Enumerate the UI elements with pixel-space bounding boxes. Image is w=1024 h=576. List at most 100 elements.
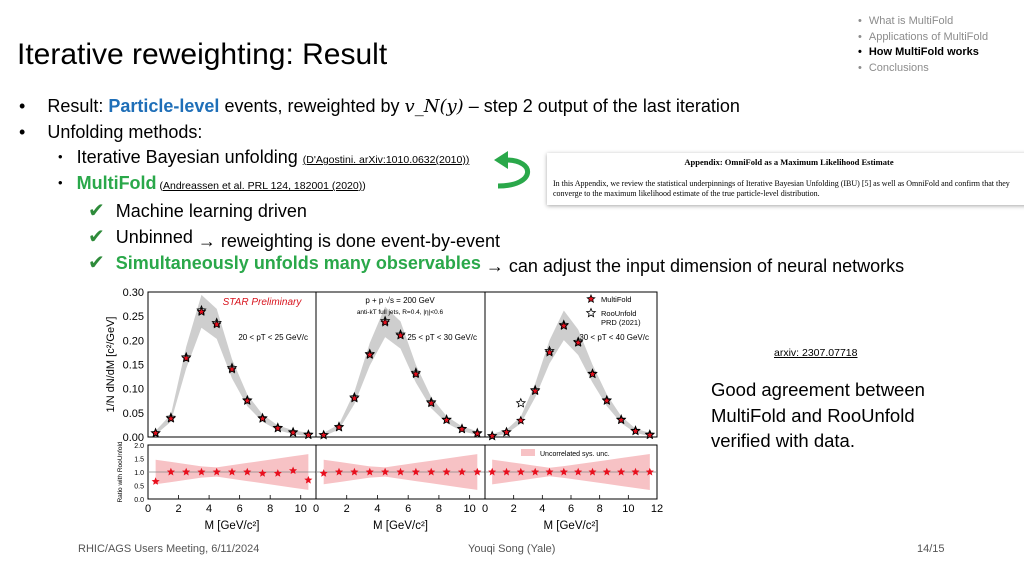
legend-band-swatch [521,449,535,456]
ratio-marker [631,467,640,476]
appendix-excerpt: Appendix: OmniFold as a Maximum Likeliho… [547,153,1024,205]
legend-label: MultiFold [601,295,631,304]
agreement-line: Good agreement between [711,379,925,400]
toc-item[interactable]: What is MultiFold [858,14,988,30]
bullet-dot: • [58,175,63,190]
mass-distribution-chart: 0.00 0.05 0.10 0.15 0.20 0.25 0.30 0.0 0.5 1.0 1.5… [105,287,663,532]
toc-item[interactable]: Conclusions [858,61,988,77]
pt-range-label: 20 < pT < 25 GeV/c [238,333,308,342]
x-tick-label: 2 [344,503,350,515]
appendix-heading: Appendix: OmniFold as a Maximum Likeliho… [684,157,894,167]
simultaneous-label: Simultaneously unfolds many observables [115,253,481,273]
result-suffix: – step 2 output of the last iteration [463,96,740,116]
roounfold-marker [515,397,527,408]
footer-left: RHIC/AGS Users Meeting, 6/11/2024 [78,543,260,555]
footer-page-number: 14/15 [917,543,945,555]
check-icon: ✔ [88,252,105,274]
uncertainty-band [492,310,650,437]
ratio-marker [545,467,554,476]
multifold-marker [349,393,360,403]
ratio-marker [319,469,328,477]
y-tick-label: 0.25 [123,311,144,323]
multifold-reference-link[interactable]: Andreassen et al. PRL 124, 182001 (2020) [162,180,363,192]
ratio-marker [151,477,160,485]
ratio-marker [258,469,267,477]
ratio-marker [166,467,176,476]
legend-label: PRD (2021) [601,318,641,327]
math-vn-y: v_N(y) [404,96,464,117]
x-axis-label: M [GeV/c²] [373,520,428,532]
bullet-multifold: • MultiFold (Andreassen et al. PRL 124, … [58,173,366,194]
multifold-marker [441,415,452,425]
x-tick-label: 4 [374,503,380,515]
ratio-marker [243,467,252,476]
multifold-marker [211,319,222,329]
bullet-dot: • [19,96,26,116]
ibu-label: Iterative Bayesian unfolding [76,147,303,167]
y-axis-label: 1/N dN/dM [c²/GeV] [105,317,117,413]
multifold-label: MultiFold [76,173,157,193]
x-tick-label: 6 [237,503,243,515]
collision-system-label: p + p √s = 200 GeV [365,296,435,305]
ratio-marker [365,467,374,476]
bullet-dot: • [19,122,26,142]
result-prefix: Result: [47,96,109,116]
x-tick-label: 6 [405,503,411,515]
ratio-marker [212,467,221,476]
y-tick-label: 0.5 [134,484,144,491]
ratio-marker [427,467,436,476]
agreement-line: MultiFold and RooUnfold [711,404,915,426]
x-tick-label: 10 [622,503,634,515]
ratio-marker [457,467,467,476]
legend-roounfold-marker [585,307,597,318]
ratio-marker [645,467,654,476]
y-tick-label: 0.30 [123,287,144,299]
x-tick-label: 2 [511,503,517,515]
multifold-marker [573,337,583,347]
multifold-marker [501,427,512,437]
ratio-marker [350,467,359,476]
pt-range-label: 25 < pT < 30 GeV/c [407,333,477,342]
x-axis-label: M [GeV/c²] [544,520,599,532]
check-item-simultaneous: ✔ Simultaneously unfolds many observable… [88,250,904,276]
agreement-text: Good agreement between MultiFold and Roo… [711,377,925,454]
x-tick-label: 8 [267,503,273,515]
x-tick-label: 0 [313,503,319,515]
footer-center: Youqi Song (Yale) [468,543,556,555]
x-tick-label: 2 [175,503,181,515]
ibu-reference-link[interactable]: (D'Agostini. arXiv:1010.0632(2010)) [302,154,470,166]
arxiv-link[interactable]: arxiv: 2307.07718 [774,347,858,359]
unbinned-note: → reweighting is done event-by-event [192,231,501,251]
x-tick-label: 0 [482,503,488,515]
multifold-marker [559,320,569,330]
ratio-marker [334,467,344,476]
panel-frame [484,291,658,438]
ratio-marker [502,467,511,476]
curved-arrow-icon [494,151,530,189]
bullet-methods: • Unfolding methods: [19,122,202,143]
pt-range-label: 30 < pT < 40 GeV/c [579,333,649,342]
y-axis-label: Ratio with RooUnfold [117,441,124,502]
ratio-marker [473,467,482,476]
y-tick-label: 0.15 [123,360,144,372]
multifold-marker [616,415,626,425]
ratio-marker [304,475,313,484]
multifold-marker [242,395,253,405]
ref-paren: ) [362,180,366,192]
toc-item-active[interactable]: How MultiFold works [858,45,988,61]
multifold-marker [181,353,191,363]
jet-definition-label: anti-kT full jets, R=0.4, |η|<0.6 [357,309,444,316]
toc-item[interactable]: Applications of MultiFold [858,30,988,46]
x-tick-label: 4 [539,503,545,515]
ratio-marker [488,467,497,476]
star-preliminary-label: STAR Preliminary [223,297,303,308]
check-icon: ✔ [88,200,105,222]
ratio-marker [411,467,420,476]
bullet-dot: • [58,149,63,164]
unbinned-label: Unbinned [115,227,193,247]
multifold-marker [166,413,176,423]
multifold-marker [530,386,540,396]
page-title: Iterative reweighting: Result [17,38,388,71]
multifold-marker [227,364,237,374]
multifold-marker [288,427,298,437]
